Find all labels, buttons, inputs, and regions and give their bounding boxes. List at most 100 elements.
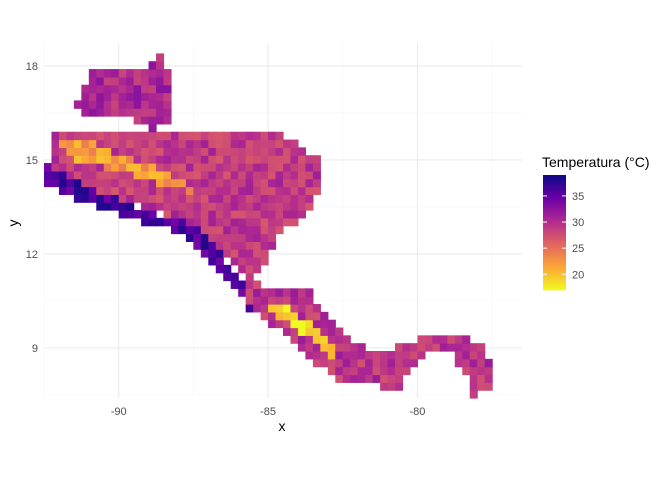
legend-color-segment <box>543 261 566 264</box>
heatmap-cell <box>73 131 82 141</box>
heatmap-cell <box>215 139 224 148</box>
heatmap-cell <box>260 257 269 266</box>
heatmap-cell <box>477 374 486 383</box>
heatmap-cell <box>290 288 299 297</box>
heatmap-cell <box>260 311 269 321</box>
heatmap-cell <box>81 178 90 188</box>
heatmap-cell <box>283 217 292 227</box>
heatmap-cell <box>185 217 194 227</box>
heatmap-cell <box>365 374 374 383</box>
heatmap-cell <box>275 147 284 156</box>
x-tick-label: -80 <box>409 406 425 418</box>
heatmap-cell <box>178 217 187 227</box>
heatmap-cell <box>245 170 254 180</box>
heatmap-cell <box>156 178 165 188</box>
heatmap-cell <box>230 272 239 282</box>
heatmap-cell <box>163 217 172 227</box>
heatmap-cell <box>96 92 105 101</box>
heatmap-cell <box>141 84 150 94</box>
heatmap-cell <box>245 280 254 289</box>
legend-color-segment <box>543 259 566 262</box>
heatmap-cell <box>350 351 359 360</box>
heatmap-cell <box>253 264 262 274</box>
heatmap-cell <box>409 343 419 352</box>
heatmap-cell <box>477 351 486 360</box>
legend-color-segment <box>543 196 566 199</box>
heatmap-cell <box>126 155 135 164</box>
heatmap-cell <box>462 351 471 360</box>
heatmap-cell <box>156 116 165 125</box>
heatmap-cell <box>469 351 478 360</box>
heatmap-cell <box>96 186 105 195</box>
heatmap-cell <box>387 351 396 360</box>
heatmap-cell <box>200 147 209 156</box>
heatmap-cell <box>372 366 381 376</box>
heatmap-cell <box>118 155 127 164</box>
heatmap-cell <box>133 170 142 180</box>
heatmap-cell <box>283 147 292 156</box>
legend-color-segment <box>543 180 566 184</box>
heatmap-cell <box>103 139 112 148</box>
heatmap-cell <box>335 327 344 336</box>
heatmap-cell <box>283 163 292 172</box>
heatmap-cell <box>185 233 194 242</box>
heatmap-cell <box>275 186 284 195</box>
heatmap-cell <box>305 296 314 305</box>
heatmap-cell <box>238 225 247 235</box>
heatmap-cell <box>260 178 269 188</box>
heatmap-cell <box>387 366 396 376</box>
heatmap-cell <box>290 170 299 180</box>
heatmap-cell <box>469 343 478 352</box>
heatmap-cell <box>156 186 165 195</box>
heatmap-cell <box>253 139 262 148</box>
legend-color-segment <box>543 263 566 266</box>
heatmap-cell <box>380 358 389 368</box>
heatmap-cell <box>103 155 112 164</box>
heatmap-cell <box>245 272 254 282</box>
heatmap-cell <box>163 163 172 172</box>
heatmap-cell <box>73 100 82 109</box>
heatmap-cell <box>103 194 112 203</box>
legend-color-segment <box>543 236 566 239</box>
heatmap-cell <box>260 249 269 258</box>
heatmap-cell <box>215 210 224 219</box>
heatmap-cell <box>230 170 239 180</box>
heatmap-cell <box>148 202 157 211</box>
heatmap-cell <box>380 351 389 360</box>
heatmap-cell <box>208 131 217 141</box>
heatmap-cell <box>88 131 97 141</box>
heatmap-cell <box>96 69 105 78</box>
heatmap-cell <box>230 147 239 156</box>
heatmap-cell <box>126 69 135 78</box>
heatmap-cell <box>223 155 232 164</box>
heatmap-cell <box>193 217 202 227</box>
heatmap-cell <box>260 217 269 227</box>
heatmap-cell <box>447 343 456 352</box>
heatmap-cell <box>260 296 269 305</box>
heatmap-cell <box>141 170 150 180</box>
heatmap-cell <box>230 280 239 289</box>
heatmap-cell <box>141 217 150 227</box>
heatmap-cell <box>141 139 150 148</box>
legend-color-segment <box>543 205 566 208</box>
heatmap-cell <box>268 288 277 297</box>
heatmap-cell <box>178 225 187 235</box>
legend-color-segment <box>543 276 566 279</box>
heatmap-cell <box>126 170 135 180</box>
heatmap-cell <box>88 147 97 156</box>
heatmap-cell <box>439 343 448 352</box>
heatmap-cell <box>193 139 202 148</box>
heatmap-cell <box>305 202 314 211</box>
heatmap-cell <box>73 155 82 164</box>
heatmap-cell <box>200 225 209 235</box>
heatmap-cell <box>58 178 68 188</box>
heatmap-cell <box>327 358 336 368</box>
heatmap-cell <box>327 343 336 352</box>
heatmap-cell <box>312 304 321 313</box>
heatmap-cell <box>126 186 135 195</box>
heatmap-cell <box>238 147 247 156</box>
heatmap-cell <box>290 304 299 313</box>
heatmap-cell <box>133 178 142 188</box>
x-tick-label: -90 <box>111 406 127 418</box>
heatmap-cell <box>103 170 112 180</box>
